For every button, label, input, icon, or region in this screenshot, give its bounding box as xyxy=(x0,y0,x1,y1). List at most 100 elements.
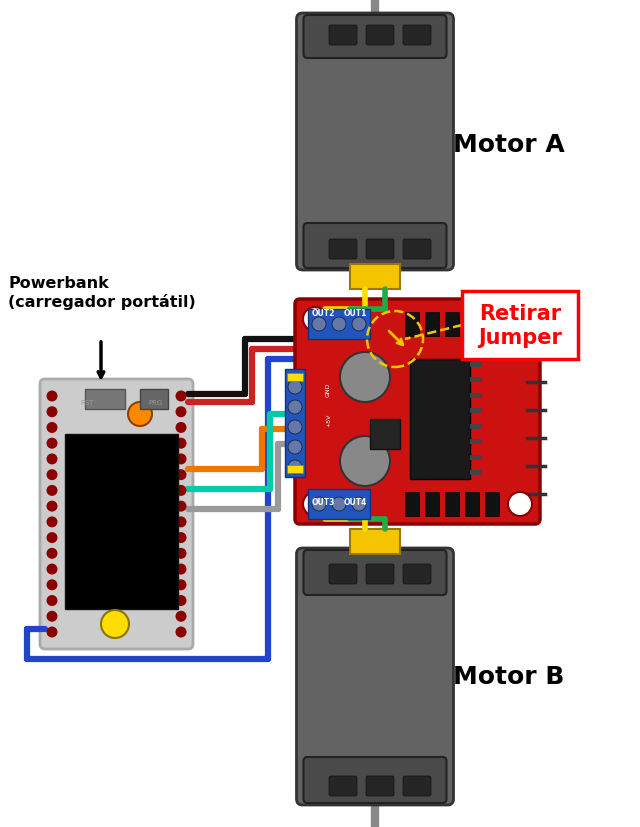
FancyBboxPatch shape xyxy=(366,26,394,46)
Circle shape xyxy=(288,380,302,394)
Text: Motor A: Motor A xyxy=(453,133,564,157)
Bar xyxy=(370,419,400,449)
Text: Motor B: Motor B xyxy=(453,664,564,688)
Text: Powerbank
(carregador portátil): Powerbank (carregador portátil) xyxy=(8,276,196,309)
Circle shape xyxy=(47,595,58,606)
Circle shape xyxy=(128,403,152,427)
FancyBboxPatch shape xyxy=(366,240,394,260)
Circle shape xyxy=(340,352,390,403)
Bar xyxy=(308,309,370,340)
Circle shape xyxy=(47,407,58,418)
Bar xyxy=(445,313,459,337)
Bar xyxy=(470,378,482,383)
Bar xyxy=(445,492,459,516)
Circle shape xyxy=(47,485,58,496)
FancyBboxPatch shape xyxy=(296,14,454,270)
Bar xyxy=(350,529,400,554)
Circle shape xyxy=(288,400,302,414)
FancyBboxPatch shape xyxy=(329,26,357,46)
Circle shape xyxy=(47,548,58,559)
Text: Retirar: Retirar xyxy=(479,304,561,323)
Circle shape xyxy=(47,564,58,575)
FancyBboxPatch shape xyxy=(329,776,357,796)
Circle shape xyxy=(352,497,366,511)
Circle shape xyxy=(288,461,302,475)
FancyBboxPatch shape xyxy=(403,564,431,585)
Text: GND: GND xyxy=(326,382,331,397)
Circle shape xyxy=(47,627,58,638)
Circle shape xyxy=(175,470,186,480)
Circle shape xyxy=(340,437,390,486)
Bar xyxy=(470,362,482,367)
Bar xyxy=(470,394,482,399)
Circle shape xyxy=(508,308,532,332)
Circle shape xyxy=(47,438,58,449)
Circle shape xyxy=(175,564,186,575)
Text: +5V: +5V xyxy=(326,413,331,426)
FancyBboxPatch shape xyxy=(403,776,431,796)
Bar xyxy=(470,409,482,414)
FancyBboxPatch shape xyxy=(403,26,431,46)
Bar xyxy=(485,492,499,516)
Circle shape xyxy=(303,492,327,516)
Bar xyxy=(350,265,400,289)
Bar xyxy=(405,492,419,516)
Bar xyxy=(462,292,578,360)
Text: Jumper: Jumper xyxy=(478,327,562,348)
Circle shape xyxy=(47,470,58,480)
Circle shape xyxy=(175,485,186,496)
FancyBboxPatch shape xyxy=(303,757,447,803)
FancyBboxPatch shape xyxy=(40,380,193,649)
Circle shape xyxy=(175,501,186,512)
Circle shape xyxy=(312,497,326,511)
FancyBboxPatch shape xyxy=(296,548,454,805)
Circle shape xyxy=(175,454,186,465)
FancyBboxPatch shape xyxy=(329,564,357,585)
Circle shape xyxy=(332,497,346,511)
Text: OUT1: OUT1 xyxy=(344,308,367,318)
Circle shape xyxy=(288,441,302,455)
Circle shape xyxy=(47,391,58,402)
Bar xyxy=(470,424,482,429)
Circle shape xyxy=(332,318,346,332)
Circle shape xyxy=(47,423,58,433)
Bar xyxy=(65,434,178,609)
Bar xyxy=(470,440,482,445)
FancyBboxPatch shape xyxy=(329,240,357,260)
Circle shape xyxy=(175,517,186,528)
FancyBboxPatch shape xyxy=(303,550,447,595)
FancyBboxPatch shape xyxy=(303,224,447,269)
Bar xyxy=(465,492,479,516)
FancyBboxPatch shape xyxy=(366,776,394,796)
Bar xyxy=(465,313,479,337)
Bar xyxy=(485,313,499,337)
Text: OUT3: OUT3 xyxy=(312,497,335,506)
Circle shape xyxy=(175,548,186,559)
Bar xyxy=(410,360,470,480)
Bar xyxy=(425,492,439,516)
Bar xyxy=(470,471,482,476)
Bar xyxy=(287,466,303,473)
Circle shape xyxy=(175,423,186,433)
FancyBboxPatch shape xyxy=(295,299,540,524)
Circle shape xyxy=(352,318,366,332)
Circle shape xyxy=(303,308,327,332)
Text: OUT2: OUT2 xyxy=(312,308,335,318)
FancyBboxPatch shape xyxy=(303,16,447,59)
Circle shape xyxy=(101,610,129,638)
Circle shape xyxy=(175,580,186,590)
Circle shape xyxy=(175,595,186,606)
Circle shape xyxy=(175,611,186,622)
FancyBboxPatch shape xyxy=(403,240,431,260)
Circle shape xyxy=(175,438,186,449)
Bar xyxy=(425,313,439,337)
Circle shape xyxy=(47,533,58,543)
Bar xyxy=(308,490,370,519)
Bar xyxy=(405,313,419,337)
Bar xyxy=(140,390,168,409)
Text: PRG: PRG xyxy=(148,399,163,405)
Circle shape xyxy=(47,454,58,465)
Circle shape xyxy=(175,391,186,402)
Circle shape xyxy=(288,420,302,434)
Circle shape xyxy=(175,627,186,638)
